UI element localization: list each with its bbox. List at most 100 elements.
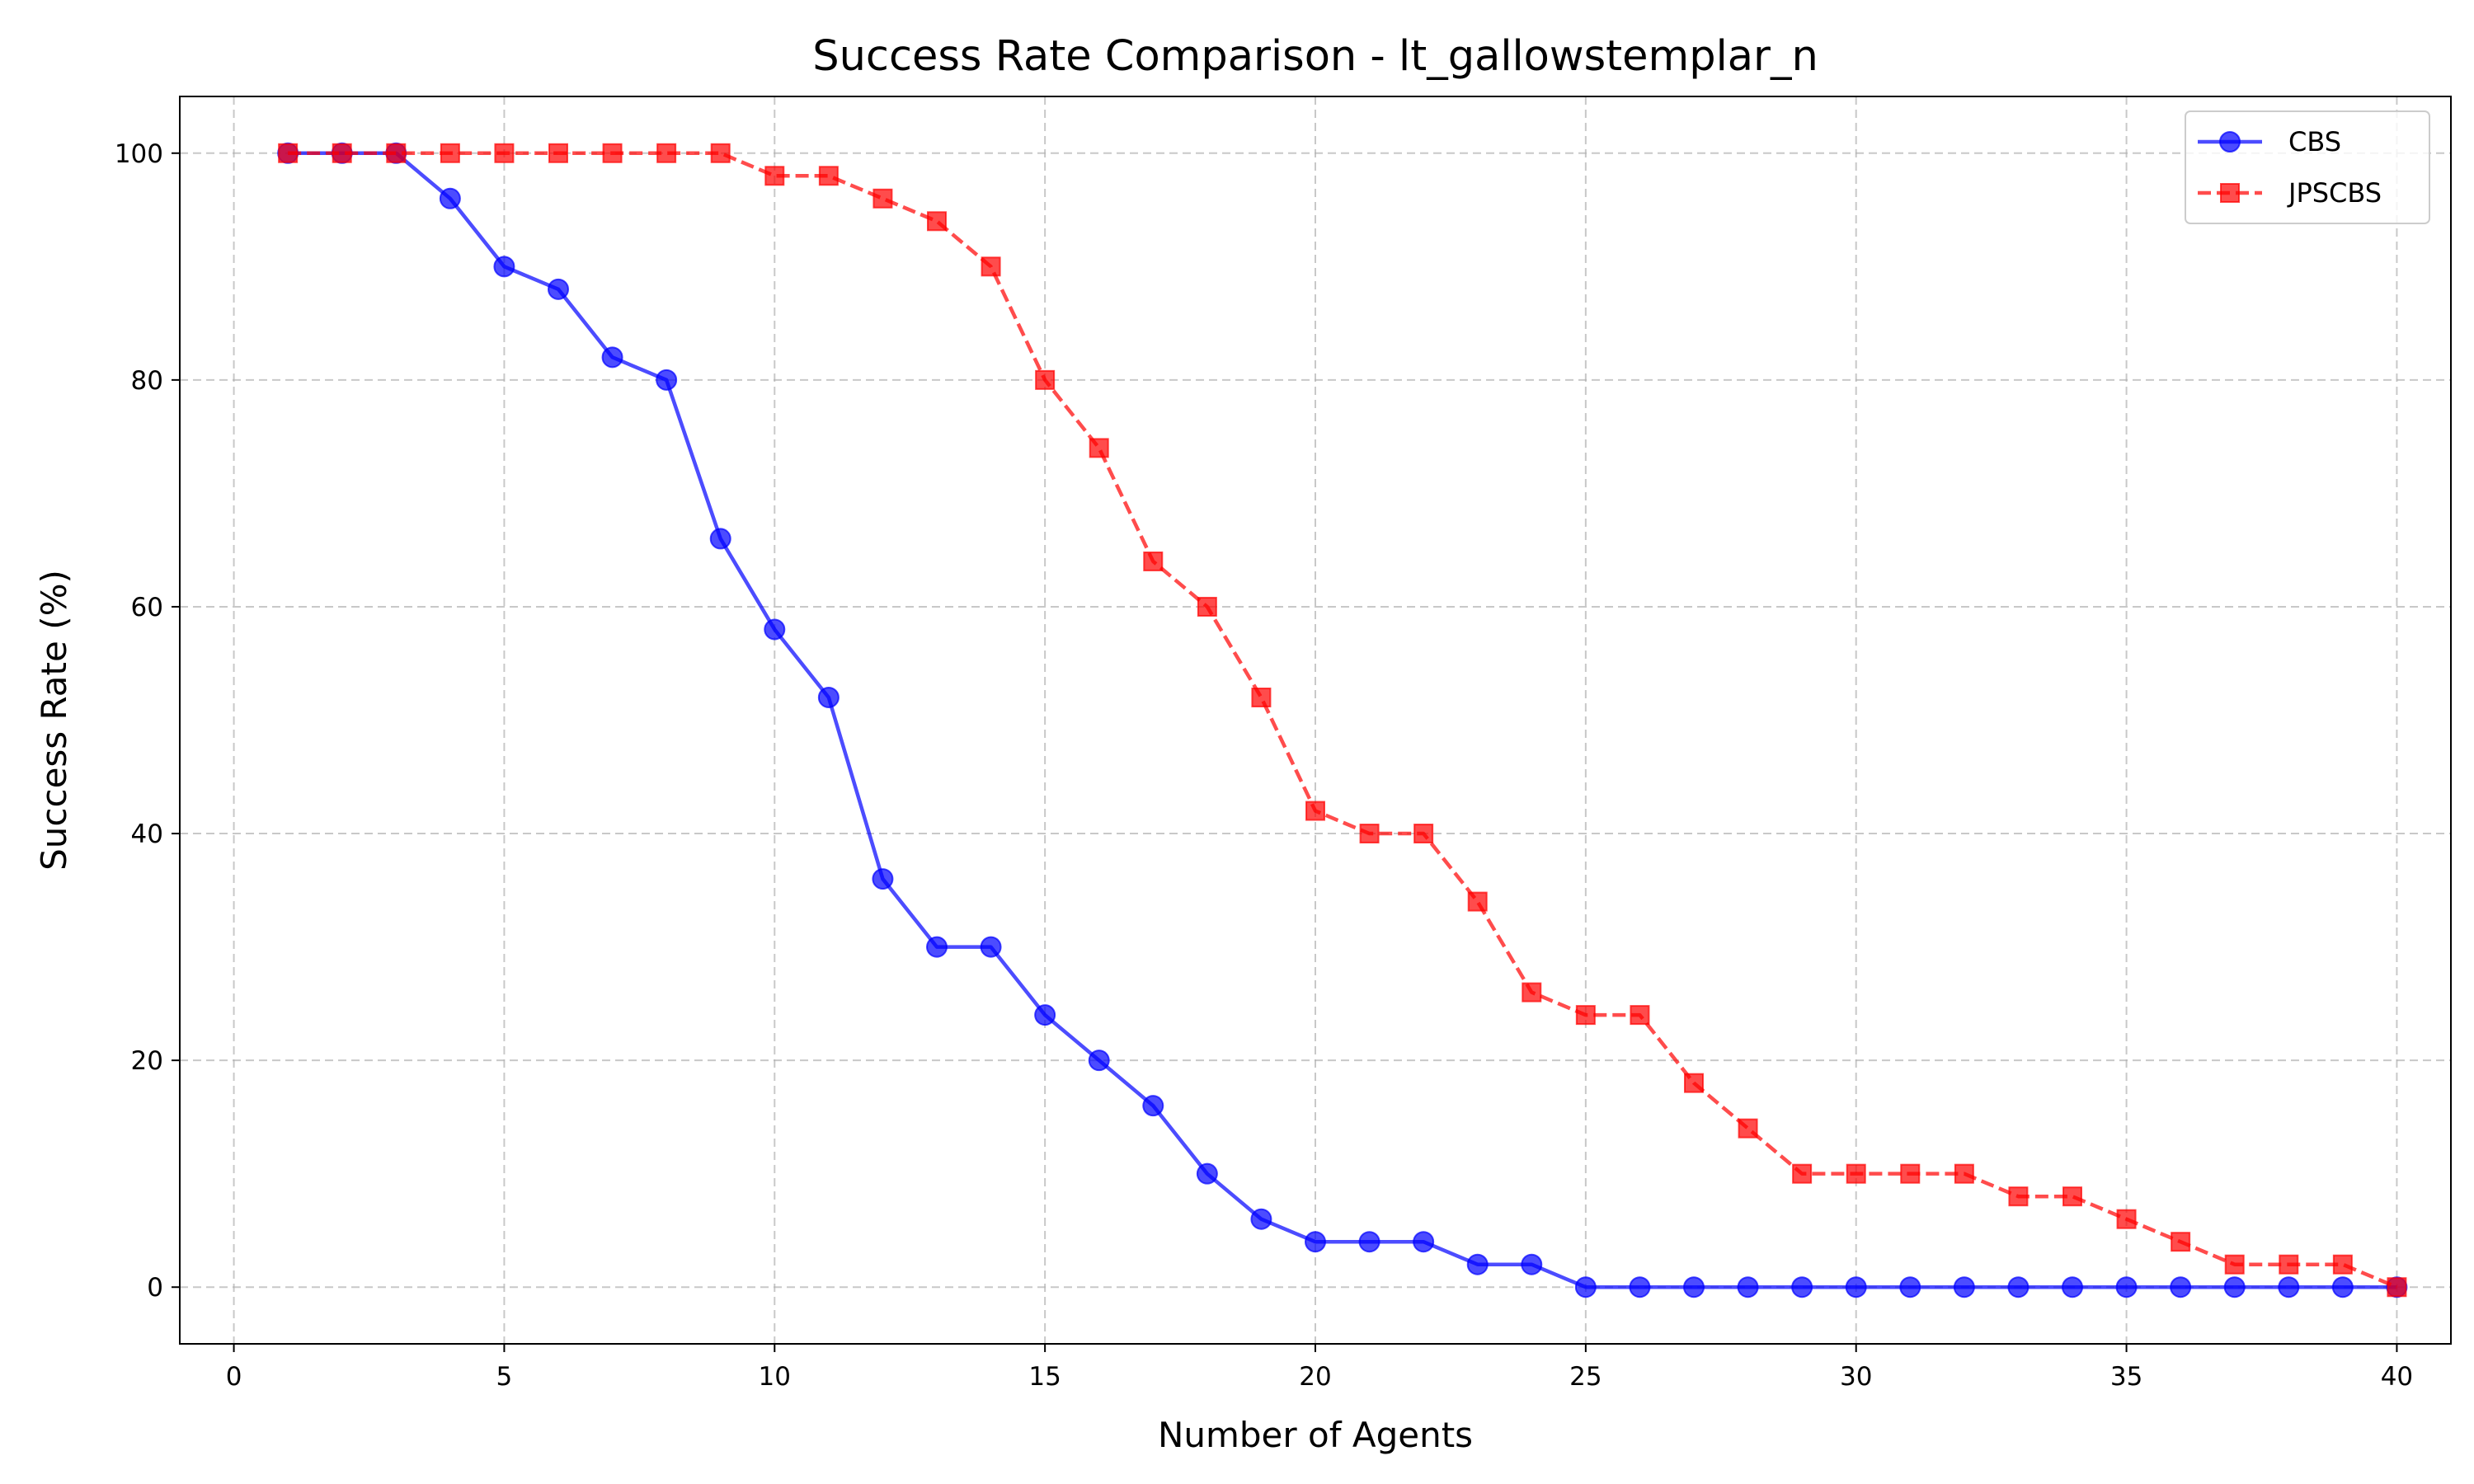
data-point <box>1143 551 1164 571</box>
y-tick-label: 40 <box>131 819 163 849</box>
data-point <box>926 936 948 958</box>
data-point <box>1305 801 1325 821</box>
series-layer <box>277 142 2408 1298</box>
x-tick-label: 35 <box>2110 1362 2142 1392</box>
data-point <box>2279 1254 2299 1275</box>
data-point <box>1899 1276 1921 1298</box>
y-tick-label: 60 <box>131 593 163 622</box>
data-point <box>927 211 947 232</box>
y-tick-label: 80 <box>131 366 163 396</box>
data-point <box>494 143 515 163</box>
data-point <box>1630 1005 1650 1026</box>
data-point <box>764 618 786 641</box>
series-jpscbs <box>278 143 2407 1298</box>
data-point <box>1954 1163 1974 1184</box>
data-point <box>817 686 840 708</box>
data-point <box>1466 1253 1489 1275</box>
legend-marker <box>2220 183 2240 203</box>
legend-marker <box>2219 131 2241 153</box>
series-line-jpscbs <box>288 151 2398 1289</box>
data-point <box>1088 1050 1110 1072</box>
data-point <box>2062 1276 2083 1298</box>
data-point <box>709 528 731 550</box>
data-point <box>1522 982 1542 1003</box>
data-point <box>1575 1005 1596 1026</box>
data-point <box>1197 596 1217 617</box>
data-point <box>2278 1276 2300 1298</box>
data-point <box>1737 1276 1759 1298</box>
data-point <box>2223 1276 2246 1298</box>
data-point <box>601 346 623 369</box>
x-tick-label: 10 <box>759 1362 791 1392</box>
data-point <box>332 143 352 163</box>
data-point <box>656 369 678 391</box>
data-point <box>1900 1163 1921 1184</box>
data-point <box>1250 1208 1272 1230</box>
y-tick-label: 0 <box>147 1273 163 1303</box>
data-point <box>1521 1253 1543 1275</box>
data-point <box>1845 1276 1867 1298</box>
data-point <box>1683 1276 1705 1298</box>
x-tick-label: 20 <box>1299 1362 1331 1392</box>
x-tick-label: 0 <box>226 1362 242 1392</box>
data-point <box>439 187 461 209</box>
data-point <box>818 166 839 186</box>
data-point <box>1034 1004 1056 1026</box>
data-point <box>386 143 407 163</box>
data-point <box>872 188 893 209</box>
x-axis-label: Number of Agents <box>1158 1415 1473 1455</box>
data-point <box>548 143 568 163</box>
data-point <box>602 143 623 163</box>
chart-title: Success Rate Comparison - lt_gallowstemp… <box>812 32 1818 81</box>
data-point <box>1792 1163 1813 1184</box>
y-tick-label: 100 <box>115 139 163 169</box>
data-point <box>493 256 515 278</box>
legend-box <box>2185 110 2430 224</box>
y-tick-label: 20 <box>131 1046 163 1076</box>
data-point <box>1791 1276 1813 1298</box>
legend-label: JPSCBS <box>2287 177 2382 209</box>
data-point <box>1196 1162 1218 1185</box>
data-point <box>548 278 569 300</box>
data-point <box>1359 824 1380 844</box>
data-point <box>980 936 1002 958</box>
data-point <box>2170 1276 2192 1298</box>
legend-entry-jpscbs: JPSCBS <box>2198 177 2382 209</box>
x-tick-label: 15 <box>1028 1362 1061 1392</box>
data-point <box>2008 1186 2029 1207</box>
data-point <box>1251 687 1272 707</box>
data-point <box>981 256 1001 277</box>
data-point <box>2387 1277 2407 1298</box>
data-point <box>1953 1276 1975 1298</box>
data-point <box>2115 1276 2138 1298</box>
data-point <box>1574 1276 1597 1298</box>
data-point <box>2171 1232 2191 1252</box>
grid <box>180 96 2451 1344</box>
x-tick-label: 40 <box>2381 1362 2413 1392</box>
data-point <box>1684 1073 1704 1093</box>
legend-entry-cbs: CBS <box>2198 126 2341 157</box>
data-point <box>710 143 731 163</box>
data-point <box>1467 891 1488 912</box>
ticks: 0 5 10 15 20 25 30 35 40 0 20 40 60 80 100 <box>115 139 2413 1392</box>
legend-label: CBS <box>2288 126 2341 157</box>
data-point <box>1035 369 1056 390</box>
y-axis-label: Success Rate (%) <box>34 570 74 871</box>
x-tick-label: 5 <box>496 1362 513 1392</box>
data-point <box>1846 1163 1866 1184</box>
series-line-cbs <box>288 151 2397 1289</box>
data-point <box>1413 1231 1435 1253</box>
data-point <box>1738 1118 1758 1139</box>
data-point <box>2332 1254 2353 1275</box>
x-tick-label: 25 <box>1569 1362 1602 1392</box>
data-point <box>2224 1254 2245 1275</box>
legend: CBS JPSCBS <box>2185 110 2430 224</box>
data-point <box>1358 1231 1380 1253</box>
data-point <box>2116 1209 2137 1229</box>
data-point <box>656 143 677 163</box>
data-point <box>2007 1276 2030 1298</box>
data-point <box>764 166 785 186</box>
data-point <box>440 143 460 163</box>
